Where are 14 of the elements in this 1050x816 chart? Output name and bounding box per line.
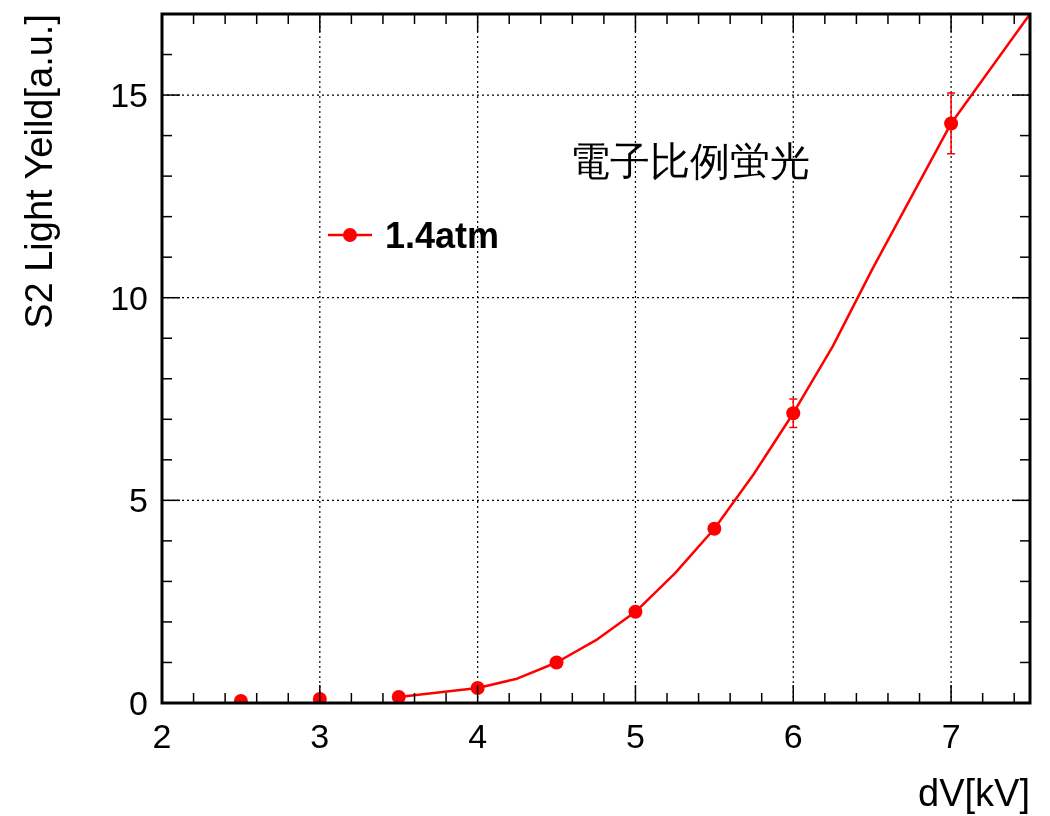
y-tick-label: 10: [110, 278, 148, 317]
x-tick-label: 2: [152, 717, 172, 755]
y-tick-label: 0: [129, 684, 148, 722]
x-tick-label: 7: [941, 717, 961, 755]
y-axis-title: S2 Light Yeild[a.u.]: [18, 14, 60, 329]
annotation: 電子比例蛍光: [570, 139, 810, 183]
x-axis-title: dV[kV]: [918, 772, 1030, 814]
x-tick-label: 4: [468, 717, 488, 755]
y-tick-label: 15: [110, 76, 148, 115]
x-tick-label: 6: [783, 717, 803, 755]
x-tick-label: 5: [625, 717, 645, 755]
x-tick-label: 3: [310, 717, 330, 755]
legend-label: 1.4atm: [385, 215, 500, 256]
y-tick-label: 5: [129, 481, 148, 520]
